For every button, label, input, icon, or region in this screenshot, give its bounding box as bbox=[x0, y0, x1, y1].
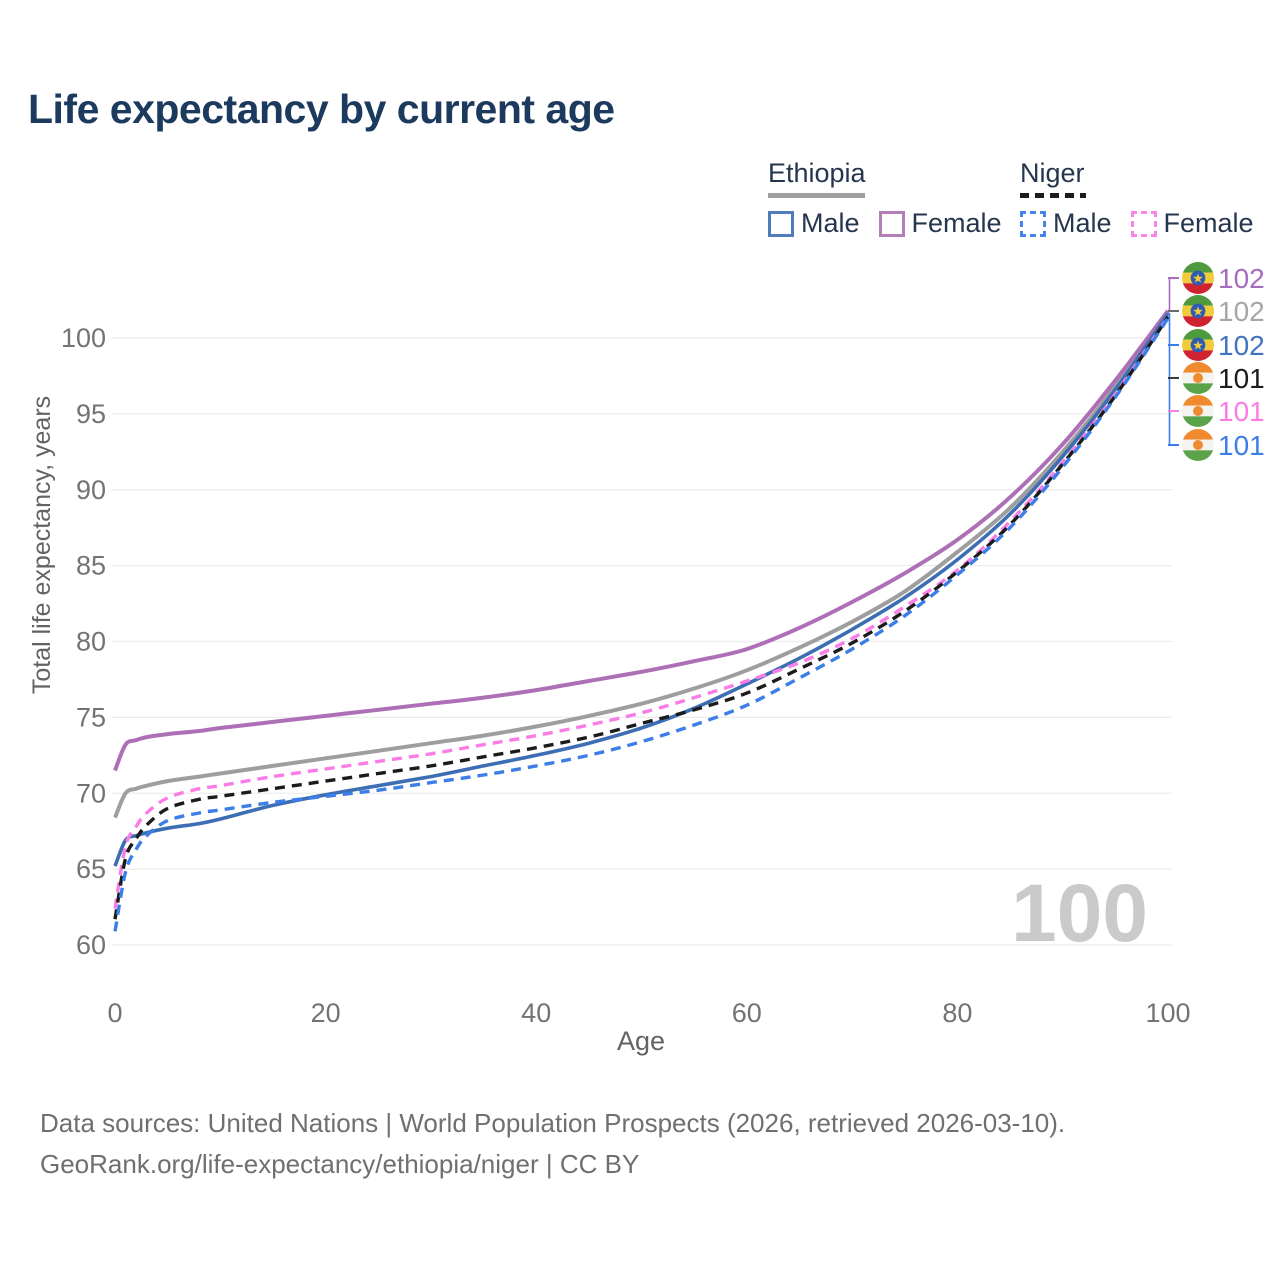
end-label-value: 102 bbox=[1218, 330, 1265, 361]
end-label-leader-lines bbox=[1168, 277, 1179, 446]
legend-title-ethiopia: Ethiopia bbox=[768, 158, 866, 188]
axis-ticks: 60 65 70 75 80 85 90 95 100 0 20 40 60 80 100 bbox=[61, 323, 1191, 1028]
ethiopia-female-swatch-icon bbox=[878, 210, 905, 237]
niger-male-swatch-icon bbox=[1020, 210, 1046, 237]
series-line-ethiopia-male bbox=[113, 312, 1170, 867]
y-axis-label: Total life expectancy, years bbox=[28, 396, 56, 694]
legend-item-niger-female[interactable]: Female bbox=[1130, 208, 1254, 239]
x-tick-label: 60 bbox=[732, 998, 762, 1028]
data-sources-line: Data sources: United Nations | World Pop… bbox=[40, 1108, 1066, 1138]
legend-label: Male bbox=[1053, 208, 1112, 238]
end-label-value: 102 bbox=[1218, 296, 1265, 327]
ethiopia-solid-line-sample bbox=[768, 193, 865, 198]
gridlines bbox=[112, 337, 1172, 946]
niger-female-swatch-icon bbox=[1130, 210, 1157, 237]
series-line-ethiopia-female bbox=[113, 309, 1170, 772]
page-title: Life expectancy by current age bbox=[28, 86, 615, 132]
legend-title-niger: Niger bbox=[1020, 158, 1085, 188]
y-tick-label: 60 bbox=[76, 930, 106, 960]
attribution-line: GeoRank.org/life-expectancy/ethiopia/nig… bbox=[40, 1149, 640, 1179]
x-tick-label: 80 bbox=[942, 998, 972, 1028]
legend-label: Female bbox=[1163, 208, 1254, 238]
niger-dashed-line-sample bbox=[1020, 193, 1086, 198]
ethiopia-flag-icon bbox=[1182, 329, 1214, 361]
ethiopia-male-swatch-icon bbox=[768, 210, 794, 237]
end-label-value: 101 bbox=[1218, 430, 1265, 461]
y-tick-label: 95 bbox=[76, 399, 106, 429]
x-tick-label: 40 bbox=[521, 998, 551, 1028]
end-label-value: 101 bbox=[1218, 363, 1265, 394]
footer: Data sources: United Nations | World Pop… bbox=[40, 1103, 1065, 1185]
y-tick-label: 100 bbox=[61, 323, 106, 353]
ethiopia-flag-icon bbox=[1182, 262, 1214, 294]
end-label-value: 101 bbox=[1218, 396, 1265, 427]
x-axis-label: Age bbox=[617, 1026, 665, 1056]
legend-label: Female bbox=[911, 208, 1002, 238]
series-line-niger-male bbox=[113, 317, 1170, 932]
legend-item-niger-male[interactable]: Male bbox=[1020, 208, 1112, 239]
legend-item-ethiopia-female[interactable]: Female bbox=[878, 208, 1002, 239]
series-lines bbox=[113, 309, 1170, 932]
end-label-value: 102 bbox=[1218, 263, 1265, 294]
y-tick-label: 75 bbox=[76, 702, 106, 732]
y-tick-label: 70 bbox=[76, 778, 106, 808]
legend-group-niger: Niger Male Female bbox=[1020, 158, 1254, 239]
niger-flag-icon bbox=[1182, 395, 1214, 427]
series-line-niger-both-sexes bbox=[113, 315, 1170, 920]
legend-label: Male bbox=[801, 208, 860, 238]
age-counter-watermark: 100 bbox=[1011, 868, 1148, 959]
niger-flag-icon bbox=[1182, 362, 1214, 394]
x-tick-label: 100 bbox=[1145, 998, 1190, 1028]
y-tick-label: 80 bbox=[76, 627, 106, 657]
legend-item-ethiopia-male[interactable]: Male bbox=[768, 208, 860, 239]
y-tick-label: 85 bbox=[76, 551, 106, 581]
ethiopia-flag-icon bbox=[1182, 295, 1214, 327]
niger-flag-icon bbox=[1182, 429, 1214, 461]
y-tick-label: 90 bbox=[76, 475, 106, 505]
x-tick-label: 20 bbox=[311, 998, 341, 1028]
series-line-niger-female bbox=[113, 315, 1170, 909]
x-tick-label: 0 bbox=[107, 998, 122, 1028]
legend-group-ethiopia: Ethiopia Male Female bbox=[768, 158, 1002, 239]
series-line-ethiopia-both-sexes bbox=[113, 311, 1170, 819]
y-tick-label: 65 bbox=[76, 854, 106, 884]
